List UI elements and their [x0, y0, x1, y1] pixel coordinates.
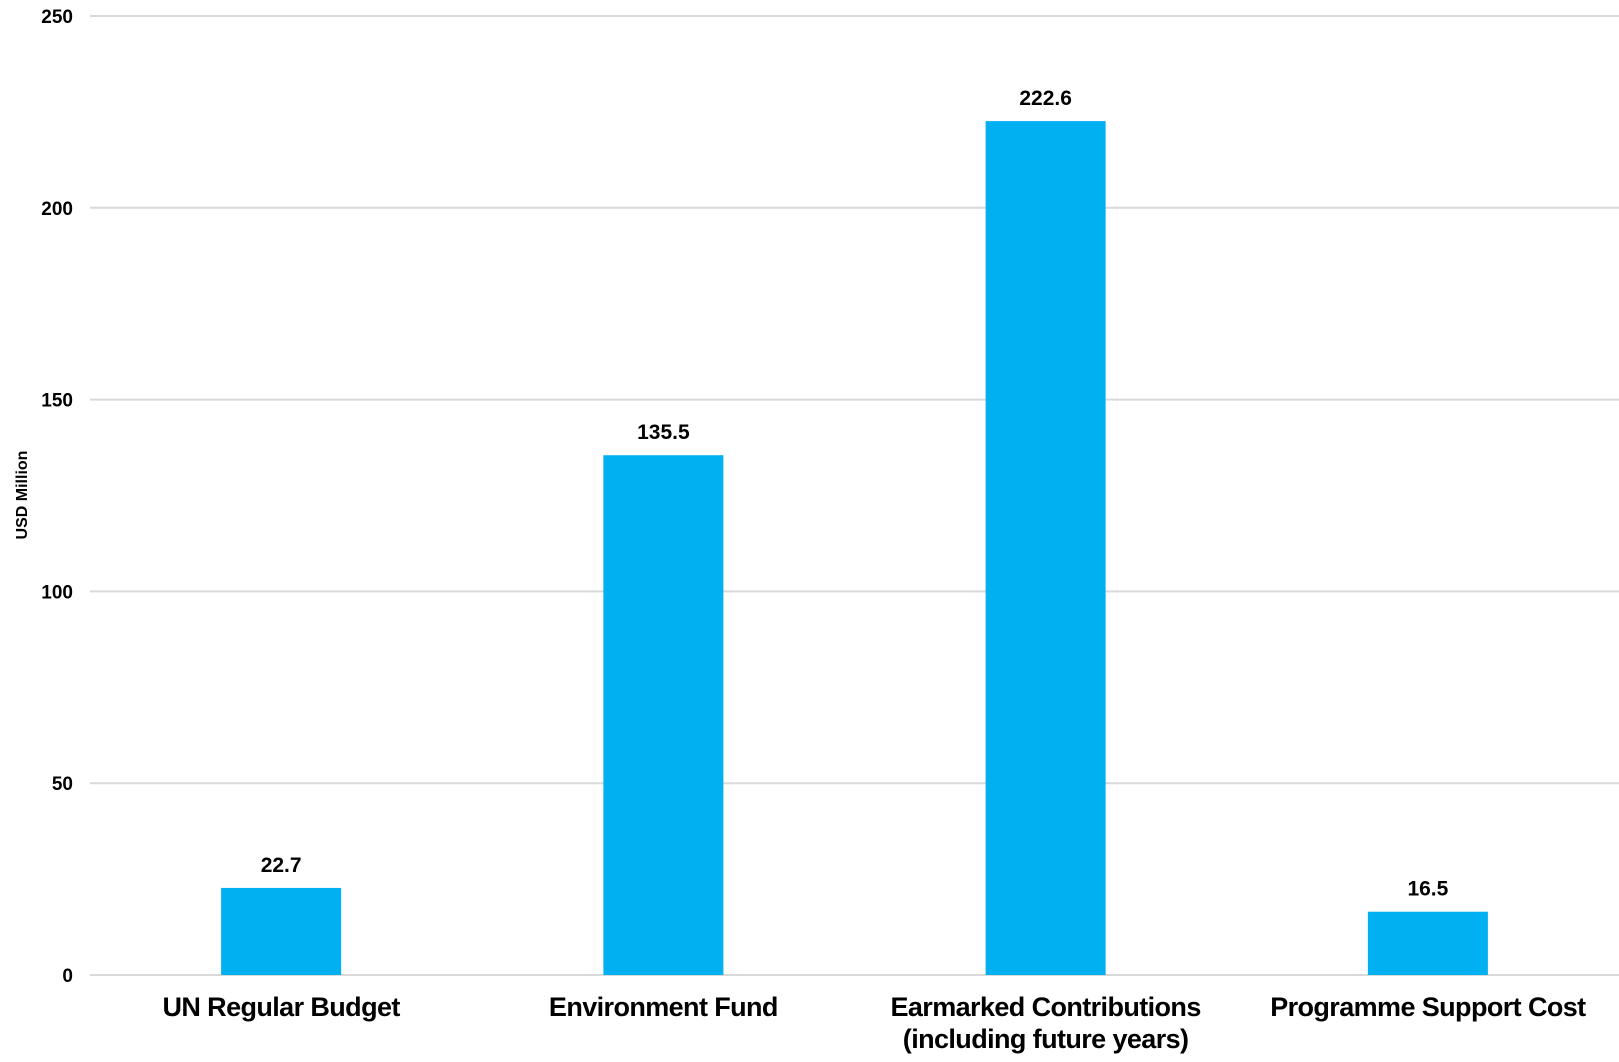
x-category-label: UN Regular Budget — [162, 992, 400, 1022]
y-tick-label: 0 — [62, 966, 73, 987]
bar-value-label: 22.7 — [261, 854, 302, 877]
y-tick-label: 50 — [52, 774, 73, 795]
grid-layer — [90, 15, 1619, 976]
bar — [1367, 911, 1488, 975]
bar-value-label: 16.5 — [1407, 878, 1448, 901]
x-category-label: Environment Fund — [549, 992, 778, 1022]
x-category-label: Programme Support Cost — [1270, 992, 1586, 1022]
y-tick-label: 100 — [41, 582, 73, 603]
bar-value-label: 222.6 — [1019, 87, 1072, 110]
label-layer: 0 50 100 150 200 250 22.7 UN Regular Budget 135.… — [41, 7, 1586, 1054]
bar — [221, 887, 342, 975]
y-tick-label: 200 — [41, 199, 73, 220]
bar — [985, 121, 1106, 976]
bar — [603, 455, 724, 975]
bar-value-label: 135.5 — [637, 421, 690, 444]
y-tick-label: 150 — [41, 391, 73, 412]
y-axis-title: USD Million — [14, 451, 31, 540]
x-category-label: Earmarked Contributions — [890, 992, 1200, 1022]
y-tick-label: 250 — [41, 7, 73, 28]
x-category-label: (including future years) — [903, 1024, 1189, 1054]
bar-layer — [221, 121, 1488, 976]
